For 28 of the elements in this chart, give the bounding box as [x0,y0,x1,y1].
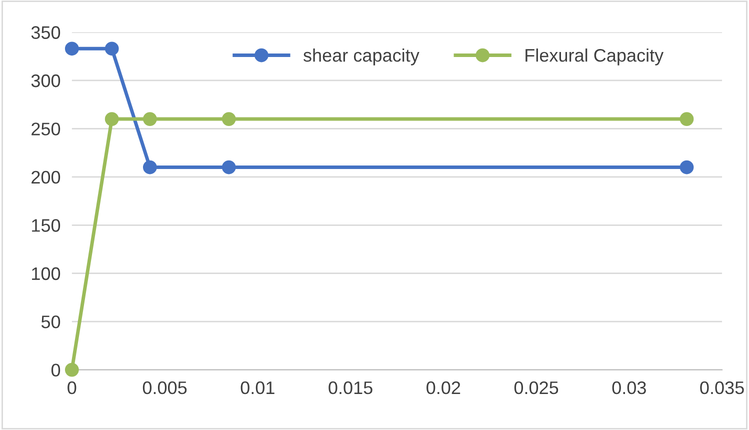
point [222,160,236,174]
x-tick-label: 0.03 [612,381,646,394]
x-tick-label: 0.01 [240,381,274,394]
y-tick-label: 150 [32,219,60,232]
x-tick-label: 0.025 [514,381,558,394]
x-tick-label: 0.015 [328,381,372,394]
point [64,362,79,377]
y-tick-label: 100 [32,267,60,280]
point [64,42,79,56]
point [680,160,694,174]
point [142,160,157,174]
y-tick-label: 0 [51,364,60,377]
x-tick-label: 0.005 [142,381,187,394]
y-tick-label: 50 [41,316,60,328]
x-tick-label: 0.035 [700,381,744,394]
legend-label: Flexural Capacity [526,48,664,66]
legend-label: shear capacity [303,48,420,66]
x-tick-label: 0.02 [426,381,460,394]
y-tick-label: 350 [31,26,60,39]
point [222,112,236,126]
point [142,112,157,126]
x-tick-label: 0 [68,381,76,394]
y-tick-label: 300 [31,74,60,88]
y-tick-label: 200 [32,170,60,184]
y-tick-label: 250 [32,122,60,136]
point [680,112,694,126]
point [104,112,119,126]
point [104,42,119,56]
